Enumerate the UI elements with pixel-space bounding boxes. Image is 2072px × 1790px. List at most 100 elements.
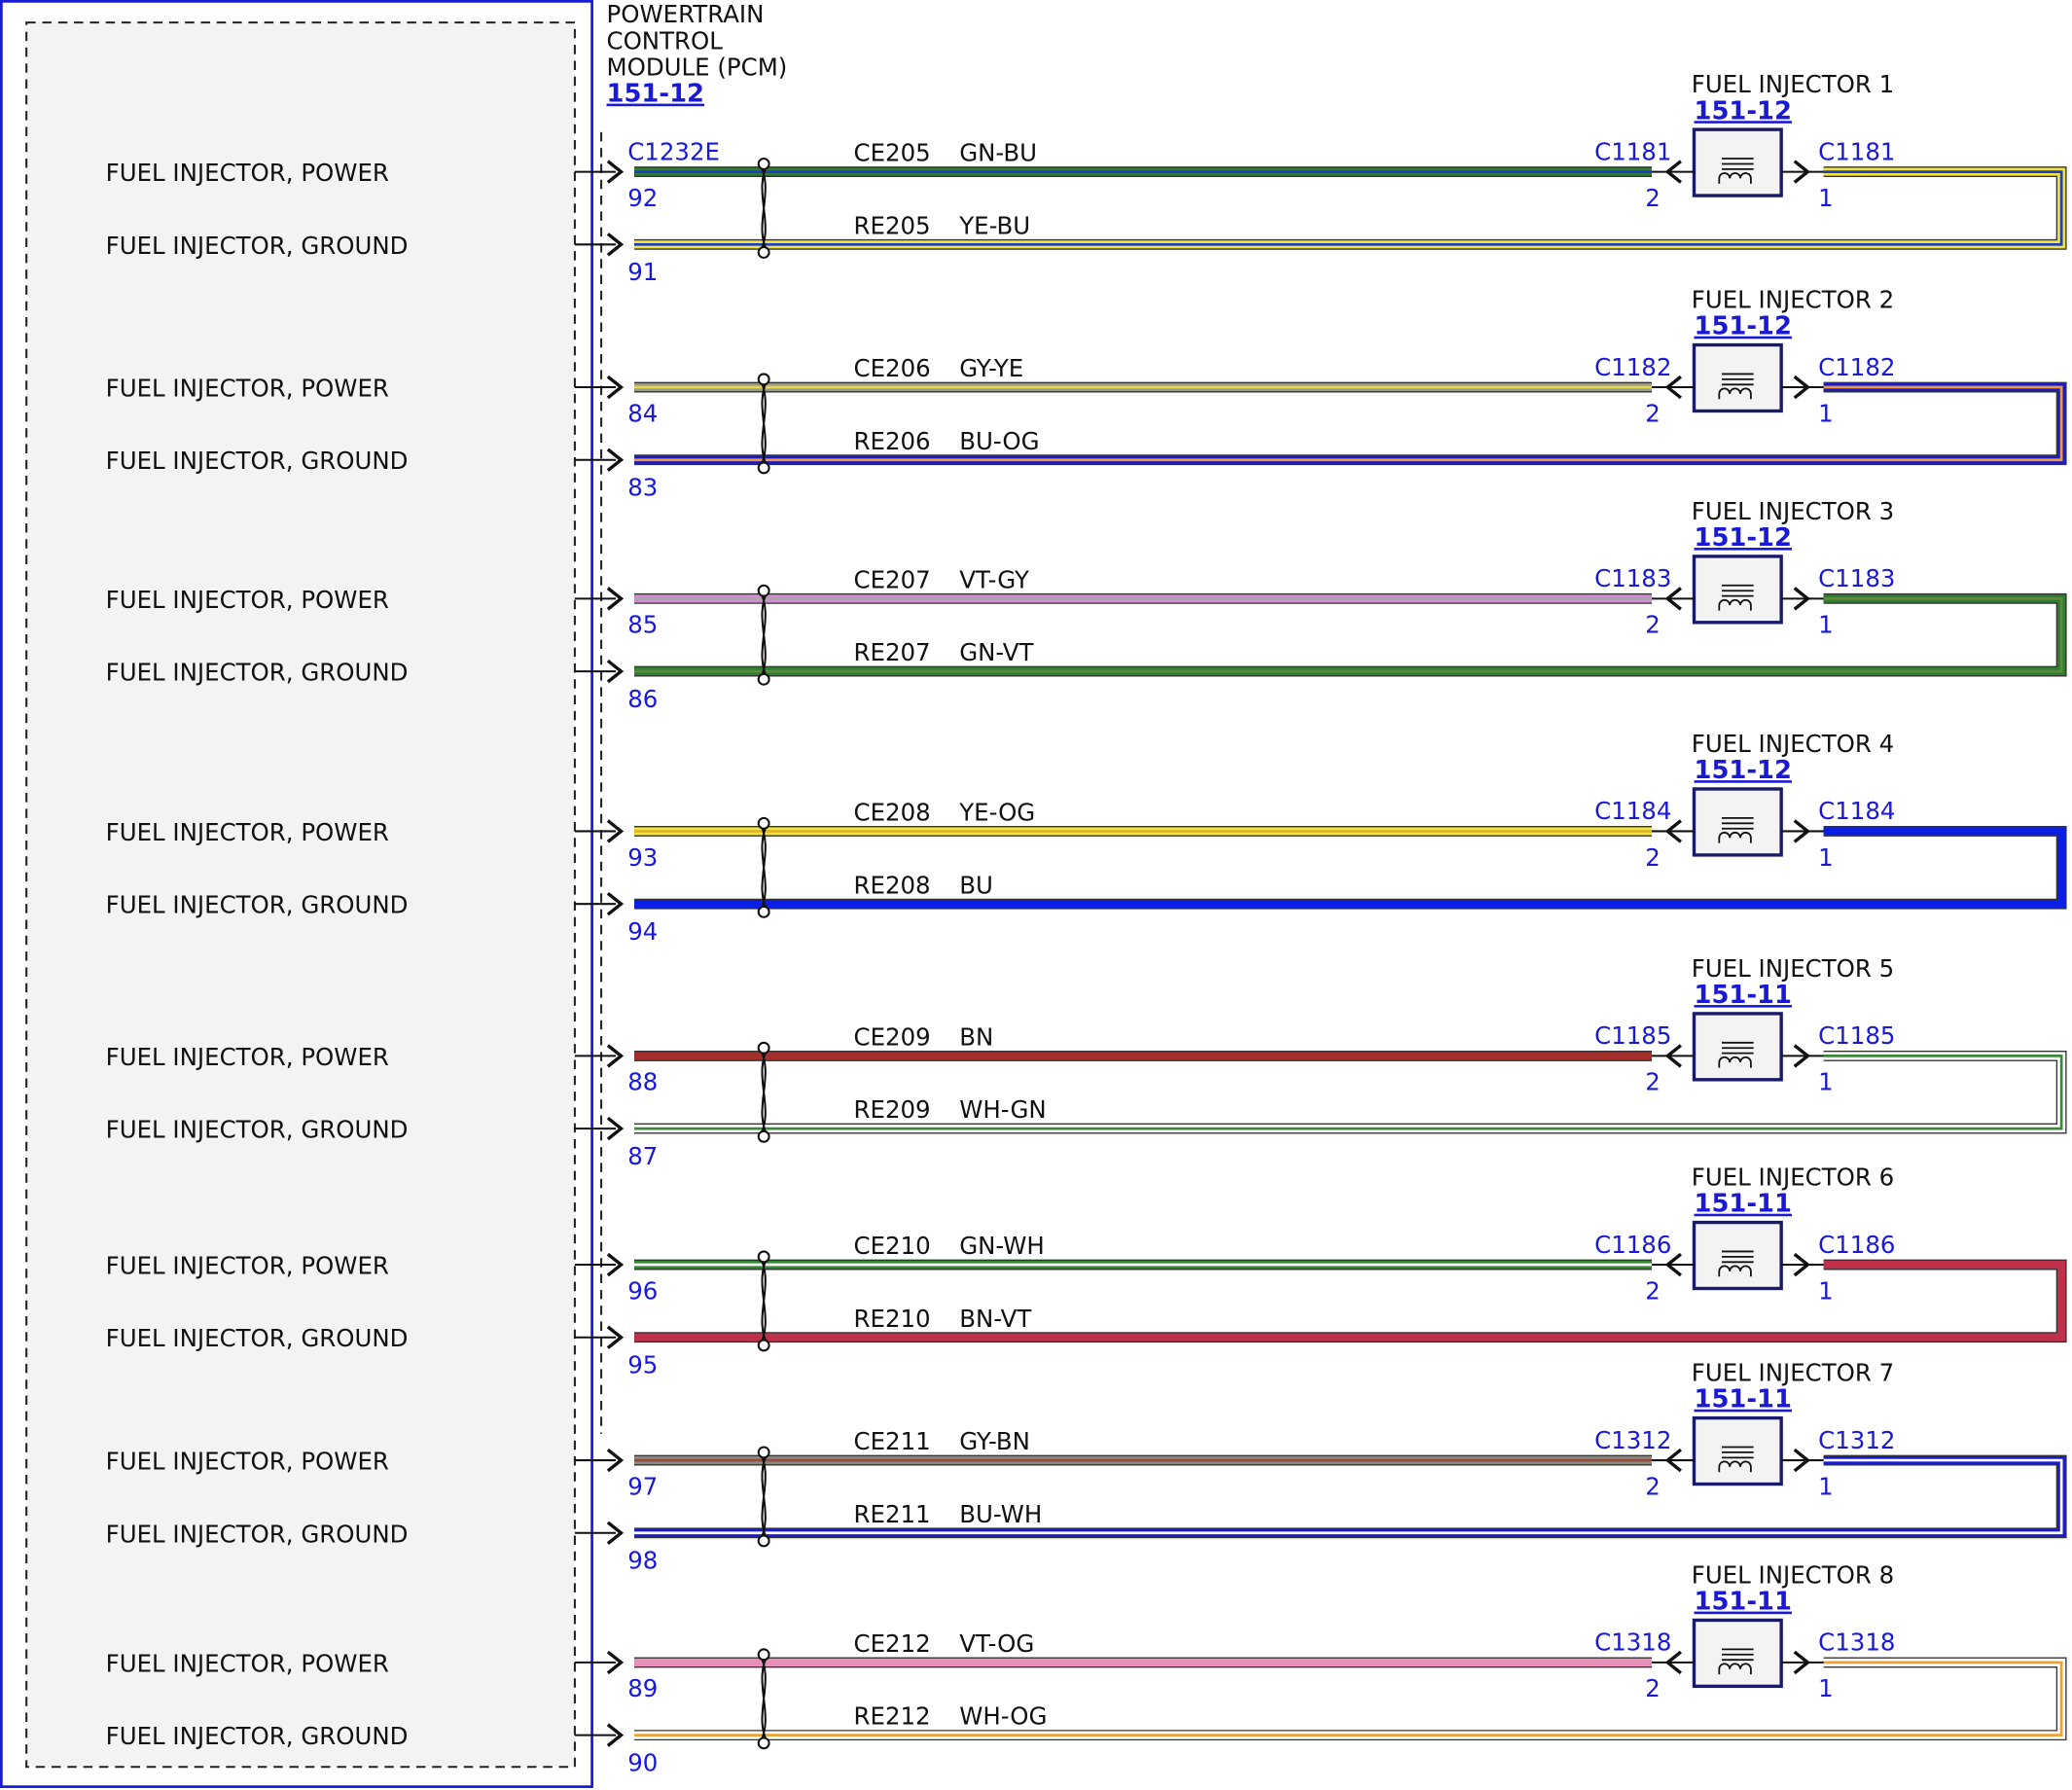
wire-outline (634, 166, 2067, 250)
pin-number: 1 (1818, 1472, 1834, 1500)
injector-name: FUEL INJECTOR 4 (1692, 730, 1894, 758)
twist-end (757, 157, 770, 170)
twist-end (757, 905, 770, 918)
wire-color-code: BN-VT (959, 1305, 1031, 1333)
pin-number: 85 (627, 611, 658, 639)
arrow (606, 587, 625, 611)
signal-label: FUEL INJECTOR, GROUND (106, 1116, 409, 1144)
twist (757, 1253, 770, 1349)
wire-stripe (634, 1661, 2063, 1736)
twist-end (757, 373, 770, 386)
twist-end (757, 672, 770, 686)
wire-color-code: YE-OG (958, 799, 1035, 827)
injector-box (1692, 555, 1783, 625)
pin-number: 1 (1818, 399, 1834, 427)
injector-box (1692, 1415, 1783, 1486)
injector-name: FUEL INJECTOR 6 (1692, 1164, 1894, 1192)
pin-number: 94 (627, 917, 658, 946)
twist-end (757, 1534, 770, 1548)
injector-name: FUEL INJECTOR 1 (1692, 70, 1894, 98)
wire-stripe (634, 170, 2063, 246)
wire-color-code: BU (959, 871, 993, 899)
pin-number: 83 (627, 473, 658, 501)
twist (757, 1651, 770, 1747)
signal-label: FUEL INJECTOR, GROUND (106, 447, 409, 475)
wire (634, 1658, 2066, 1739)
arrow (1793, 1044, 1811, 1068)
coil-icon (1718, 373, 1754, 400)
twist-end (757, 1648, 770, 1662)
wire-color-code: WH-GN (959, 1095, 1046, 1124)
connector-id: C1186 (1594, 1231, 1671, 1259)
arrow (1664, 819, 1682, 843)
wire-stripe (634, 830, 2063, 906)
arrow (1664, 1044, 1682, 1068)
injector-ref: 151-11 (1694, 981, 1791, 1010)
pin-number: 2 (1645, 843, 1661, 872)
twist-end (757, 1446, 770, 1459)
circuit-number: RE211 (854, 1500, 931, 1528)
arrow (1793, 587, 1811, 611)
arrow (1793, 1448, 1811, 1473)
twist-end (757, 816, 770, 830)
signal-label: FUEL INJECTOR, GROUND (106, 891, 409, 919)
injector-name: FUEL INJECTOR 2 (1692, 286, 1894, 314)
injector-box (1692, 1618, 1783, 1689)
pin-number: 92 (627, 184, 658, 212)
coil-icon (1718, 158, 1754, 184)
signal-label: FUEL INJECTOR, GROUND (106, 659, 409, 687)
arrow (606, 659, 625, 684)
arrow (606, 1521, 625, 1545)
arrow (606, 1325, 625, 1349)
connector-id: C1318 (1594, 1629, 1671, 1657)
circuit-number: RE212 (854, 1702, 931, 1731)
connector-id: C1184 (1818, 797, 1895, 825)
arrow (1793, 1252, 1811, 1277)
pin-number: 1 (1818, 1276, 1834, 1305)
connector-id: C1312 (1594, 1426, 1671, 1454)
connector-id: C1183 (1818, 564, 1895, 592)
wire (634, 827, 2066, 909)
arrow (606, 1723, 625, 1747)
coil-icon (1718, 1041, 1754, 1068)
circuit-number: RE208 (854, 871, 931, 899)
coil-icon (1718, 584, 1754, 611)
twist (757, 1449, 770, 1545)
circuit-number: RE209 (854, 1095, 931, 1124)
wire-color-code: GN-VT (959, 638, 1033, 666)
circuit-number: RE206 (854, 427, 931, 455)
arrow (1793, 375, 1811, 400)
wire-color-code: YE-BU (958, 211, 1030, 239)
pin-number: 86 (627, 685, 658, 713)
wire-outline (634, 1454, 2067, 1539)
connector-id: C1183 (1594, 564, 1671, 592)
pin-number: 1 (1818, 1068, 1834, 1096)
wire-outline (634, 1259, 2067, 1343)
wire (634, 167, 2066, 249)
signal-label: FUEL INJECTOR, GROUND (106, 1722, 409, 1750)
twist (757, 587, 770, 683)
coil-icon (1718, 816, 1754, 843)
pcm-title: MODULE (PCM) (607, 53, 788, 81)
pin-number: 95 (627, 1350, 658, 1378)
wire-color-code: GY-BN (959, 1427, 1030, 1455)
arrow (1793, 819, 1811, 843)
pcm-ref: 151-12 (607, 80, 704, 109)
wire-outline (634, 826, 2067, 910)
connector-id: C1182 (1818, 353, 1895, 381)
pin-number: 91 (627, 258, 658, 286)
connector-id: C1184 (1594, 797, 1671, 825)
pcm-title: CONTROL (607, 26, 724, 54)
circuit-number: CE211 (854, 1427, 931, 1455)
pin-number: 2 (1645, 1276, 1661, 1305)
connector-id: C1181 (1818, 137, 1895, 165)
signal-label: FUEL INJECTOR, GROUND (106, 1520, 409, 1548)
connector-id: C1181 (1594, 137, 1671, 165)
connector-id: C1182 (1594, 353, 1671, 381)
arrow (606, 1044, 625, 1068)
wire-stripe (634, 1263, 2063, 1340)
pcm-title: POWERTRAIN (607, 0, 765, 28)
signal-label: FUEL INJECTOR, POWER (106, 1043, 389, 1071)
arrow (606, 375, 625, 400)
